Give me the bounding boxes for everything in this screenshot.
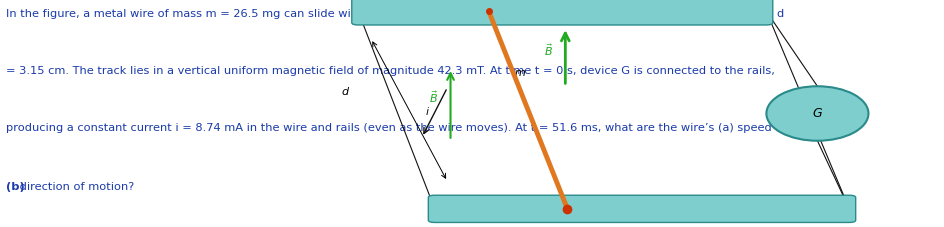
Text: $\vec{B}$: $\vec{B}$ [429, 90, 437, 106]
FancyBboxPatch shape [351, 0, 772, 25]
Text: i: i [651, 0, 654, 5]
Text: $\vec{B}$: $\vec{B}$ [543, 42, 552, 58]
Text: d: d [342, 87, 348, 97]
Text: i: i [651, 206, 654, 216]
Text: (b): (b) [6, 182, 25, 192]
Text: i: i [425, 107, 428, 117]
Text: = 3.15 cm. The track lies in a vertical uniform magnetic field of magnitude 42.3: = 3.15 cm. The track lies in a vertical … [6, 66, 774, 76]
Text: producing a constant current i = 8.74 mA in the wire and rails (even as the wire: producing a constant current i = 8.74 mA… [6, 123, 796, 133]
FancyBboxPatch shape [428, 195, 855, 222]
Text: In the figure, a metal wire of mass m = 26.5 mg can slide with negligible fricti: In the figure, a metal wire of mass m = … [6, 9, 784, 19]
Text: m: m [514, 68, 525, 78]
Text: G: G [812, 107, 821, 120]
Text: direction of motion?: direction of motion? [16, 182, 134, 192]
Ellipse shape [766, 86, 868, 141]
